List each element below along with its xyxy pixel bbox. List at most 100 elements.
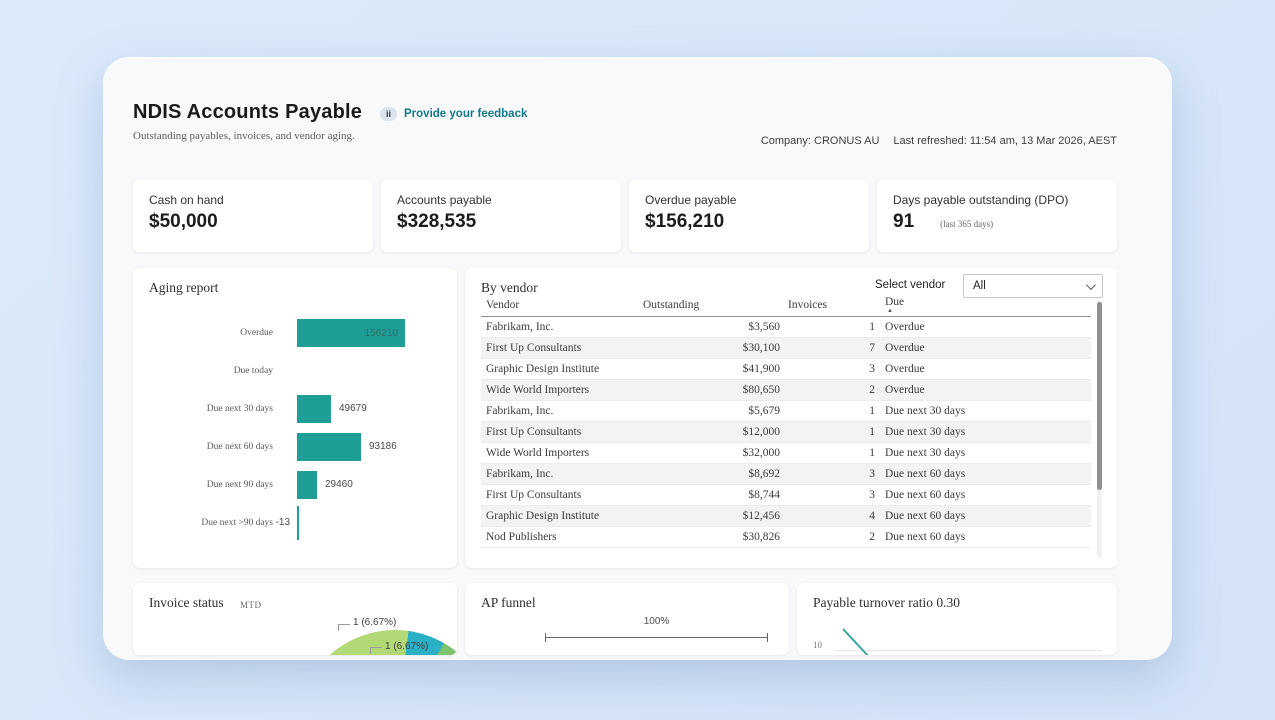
ap-funnel-panel: AP funnel 100% (465, 583, 789, 655)
table-row[interactable]: Wide World Importers $80,650 2 Overdue (481, 380, 1091, 401)
aging-category-label: Due today (233, 366, 273, 376)
table-cell: 3 (869, 363, 875, 375)
aging-chart-row: Due next 30 days 49679 (133, 390, 447, 428)
aging-bar[interactable] (297, 395, 331, 423)
aging-bar[interactable] (297, 471, 317, 499)
table-cell: 1 (869, 447, 875, 459)
table-row[interactable]: First Up Consultants $30,100 7 Overdue (481, 338, 1091, 359)
table-cell: Nod Publishers (486, 531, 557, 543)
table-scrollbar-thumb[interactable] (1097, 302, 1102, 490)
turnover-title: Payable turnover ratio 0.30 (813, 595, 960, 610)
table-cell: $8,692 (748, 468, 780, 480)
table-cell: Due next 30 days (885, 405, 966, 417)
vendor-table: Vendor Outstanding Invoices Due ▲ Fabrikam, … (481, 296, 1091, 548)
turnover-axis-tick: 10 (813, 640, 822, 650)
aging-plot-area (273, 352, 447, 390)
table-cell: 2 (869, 531, 875, 543)
table-row[interactable]: Fabrikam, Inc. $5,679 1 Due next 30 days (481, 401, 1091, 422)
table-cell: Graphic Design Institute (486, 510, 600, 522)
aging-report-title: Aging report (149, 280, 219, 295)
table-row[interactable]: Wide World Importers $32,000 1 Due next 30 … (481, 443, 1091, 464)
column-header-invoices[interactable]: Invoices (780, 299, 875, 311)
table-cell: Graphic Design Institute (486, 363, 600, 375)
table-cell: $12,456 (742, 510, 780, 522)
aging-chart-row: Due next >90 days -13 (133, 504, 447, 542)
table-cell: 1 (869, 426, 875, 438)
table-row[interactable]: Nod Publishers $30,826 2 Due next 60 days (481, 527, 1091, 548)
table-cell: First Up Consultants (486, 426, 582, 438)
aging-plot-area: 49679 (273, 390, 447, 428)
column-header-outstanding[interactable]: Outstanding (643, 299, 780, 311)
kpi-value: 91 (893, 211, 915, 232)
aging-bar[interactable]: 156210 (297, 319, 405, 347)
table-cell: Overdue (885, 342, 925, 354)
vendor-select-dropdown[interactable]: All (963, 274, 1103, 298)
column-header-due[interactable]: Due ▲ (875, 296, 1091, 314)
column-header-label: Outstanding (643, 299, 700, 311)
table-cell: Fabrikam, Inc. (486, 405, 554, 417)
table-cell: $32,000 (742, 447, 780, 459)
aging-bar[interactable] (297, 433, 361, 461)
aging-chart-row: Due next 60 days 93186 (133, 428, 447, 466)
kpi-value: $50,000 (149, 211, 218, 232)
turnover-line-chart (842, 628, 869, 655)
aging-category-label: Due next 60 days (206, 442, 273, 452)
kpi-card: Overdue payable $156,210 (629, 180, 869, 252)
table-cell: $30,100 (742, 342, 780, 354)
table-cell: 4 (869, 510, 875, 522)
ap-funnel-title: AP funnel (481, 595, 536, 610)
aging-negative-bar[interactable] (297, 506, 299, 540)
table-cell: Fabrikam, Inc. (486, 321, 554, 333)
table-row[interactable]: Fabrikam, Inc. $8,692 3 Due next 60 days (481, 464, 1091, 485)
by-vendor-title: By vendor (481, 280, 538, 295)
table-cell: First Up Consultants (486, 489, 582, 501)
aging-plot-area: 93186 (273, 428, 447, 466)
table-cell: 1 (869, 321, 875, 333)
funnel-stage-marker (545, 633, 768, 642)
table-scrollbar-track[interactable] (1097, 300, 1102, 558)
kpi-row: Cash on hand $50,000 Accounts payable $328,… (133, 180, 1117, 252)
table-row[interactable]: Graphic Design Institute $41,900 3 Overdue (481, 359, 1091, 380)
kpi-card: Cash on hand $50,000 (133, 180, 373, 252)
pie-leader-line (370, 647, 382, 654)
page-title: NDIS Accounts Payable (133, 101, 363, 123)
table-row[interactable]: Graphic Design Institute $12,456 4 Due next… (481, 506, 1091, 527)
table-row[interactable]: Fabrikam, Inc. $3,560 1 Overdue (481, 317, 1091, 338)
aging-bar-value: 156210 (364, 328, 398, 339)
table-cell: Overdue (885, 363, 925, 375)
aging-bar-value: -13 (275, 517, 290, 528)
aging-report-panel: Aging report Overdue 156210 Due today Due n… (133, 268, 457, 568)
turnover-panel: Payable turnover ratio 0.30 10 (797, 583, 1117, 655)
kpi-card: Days payable outstanding (DPO) 91 (last 36… (877, 180, 1117, 252)
by-vendor-panel: By vendor Select vendor All Vendor Outsta… (465, 268, 1117, 568)
table-cell: Wide World Importers (486, 384, 590, 396)
feedback-link[interactable]: Provide your feedback (404, 108, 528, 120)
column-header-label: Vendor (486, 299, 520, 311)
table-cell: 1 (869, 405, 875, 417)
column-header-vendor[interactable]: Vendor (481, 299, 643, 311)
aging-category-label: Overdue (240, 328, 273, 338)
table-row[interactable]: First Up Consultants $12,000 1 Due next 30 … (481, 422, 1091, 443)
aging-category-label: Due next 30 days (206, 404, 273, 414)
turnover-gridline (833, 650, 1102, 651)
kpi-label: Overdue payable (645, 193, 737, 207)
invoice-status-title: Invoice status (149, 595, 224, 610)
aging-plot-area: 156210 (273, 314, 447, 352)
feedback-icon: ii (380, 107, 398, 121)
kpi-value-row: 91 (last 365 days) (893, 211, 1101, 233)
pie-slice-label: 1 (6.67%) (353, 617, 397, 628)
vendor-table-body: Fabrikam, Inc. $3,560 1 Overdue First Up Con… (481, 317, 1091, 548)
kpi-label: Accounts payable (397, 193, 492, 207)
select-vendor-label: Select vendor (875, 279, 946, 291)
table-cell: Due next 30 days (885, 426, 966, 438)
table-cell: Due next 30 days (885, 447, 966, 459)
table-row[interactable]: First Up Consultants $8,744 3 Due next 60 d… (481, 485, 1091, 506)
kpi-value: $328,535 (397, 211, 477, 232)
pie-leader-line (338, 624, 350, 631)
kpi-card: Accounts payable $328,535 (381, 180, 621, 252)
kpi-value-row: $328,535 (397, 211, 605, 233)
column-header-label: Due (885, 296, 905, 308)
table-cell: $80,650 (742, 384, 780, 396)
table-cell: 2 (869, 384, 875, 396)
invoice-status-period: MTD (240, 600, 262, 610)
